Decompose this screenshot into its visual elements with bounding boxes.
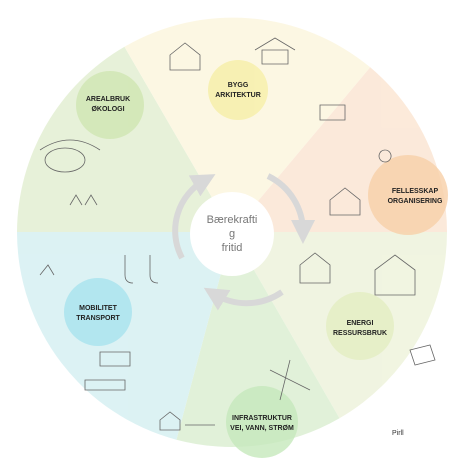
sector-label: TRANSPORT [76,315,120,322]
sector-label: FELLESSKAP [392,188,439,195]
diagram: Bærekrafti g fritid AREALBRUK ØKOLOGI BY… [0,0,449,458]
sector-label: INFRASTRUKTUR [232,415,292,422]
center-text: fritid [222,242,243,254]
sector-label: MOBILITET [79,305,117,312]
sector-label: ENERGI [347,320,374,327]
sector-label: ORGANISERING [388,198,443,205]
sector-label: RESSURSBRUK [333,330,387,337]
center-text: g [229,228,235,240]
sector-label: VEI, VANN, STRØM [230,425,294,432]
center-text: Bærekrafti [207,214,258,226]
sector-label: ØKOLOGI [91,106,124,113]
sector-label: AREALBRUK [86,96,130,103]
sector-label: ARKITEKTUR [215,92,261,99]
credit: Pirll [392,430,404,437]
sector-label: BYGG [228,82,249,89]
